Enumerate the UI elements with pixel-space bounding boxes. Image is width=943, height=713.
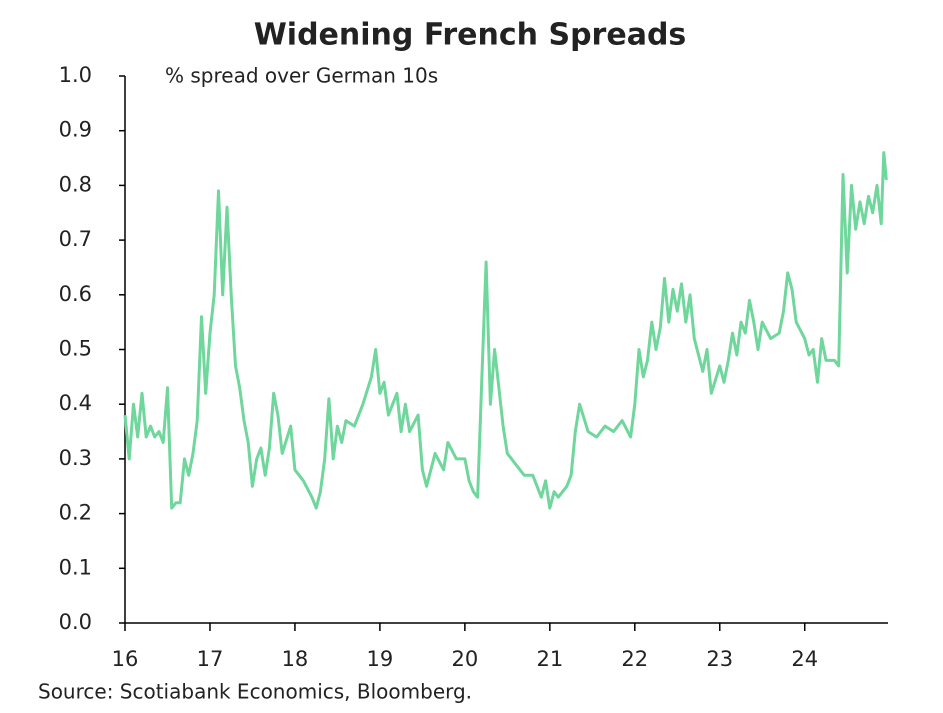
x-tick-label: 22 bbox=[621, 647, 648, 671]
x-tick-label: 20 bbox=[451, 647, 478, 671]
chart-title: Widening French Spreads bbox=[254, 18, 687, 53]
x-tick-label: 17 bbox=[197, 647, 224, 671]
y-tick-label: 0.4 bbox=[59, 391, 92, 415]
x-tick-label: 23 bbox=[706, 647, 733, 671]
y-tick-label: 0.2 bbox=[59, 501, 92, 525]
x-tick-label: 16 bbox=[112, 647, 139, 671]
y-tick-label: 1.0 bbox=[59, 63, 92, 87]
y-tick-label: 0.8 bbox=[59, 172, 92, 196]
y-tick-label: 0.3 bbox=[59, 446, 92, 470]
chart-subtitle: % spread over German 10s bbox=[165, 64, 438, 88]
x-tick-label: 19 bbox=[367, 647, 394, 671]
y-tick-label: 0.1 bbox=[59, 555, 92, 579]
source-note: Source: Scotiabank Economics, Bloomberg. bbox=[38, 680, 472, 704]
spread-line bbox=[123, 151, 888, 510]
y-tick-label: 0.9 bbox=[59, 118, 92, 142]
x-tick-label: 18 bbox=[282, 647, 309, 671]
y-tick-label: 0.7 bbox=[59, 227, 92, 251]
y-tick-label: 0.0 bbox=[59, 610, 92, 634]
y-tick-label: 0.5 bbox=[59, 337, 92, 361]
y-tick-label: 0.6 bbox=[59, 282, 92, 306]
x-tick-label: 21 bbox=[536, 647, 563, 671]
x-tick-label: 24 bbox=[791, 647, 818, 671]
